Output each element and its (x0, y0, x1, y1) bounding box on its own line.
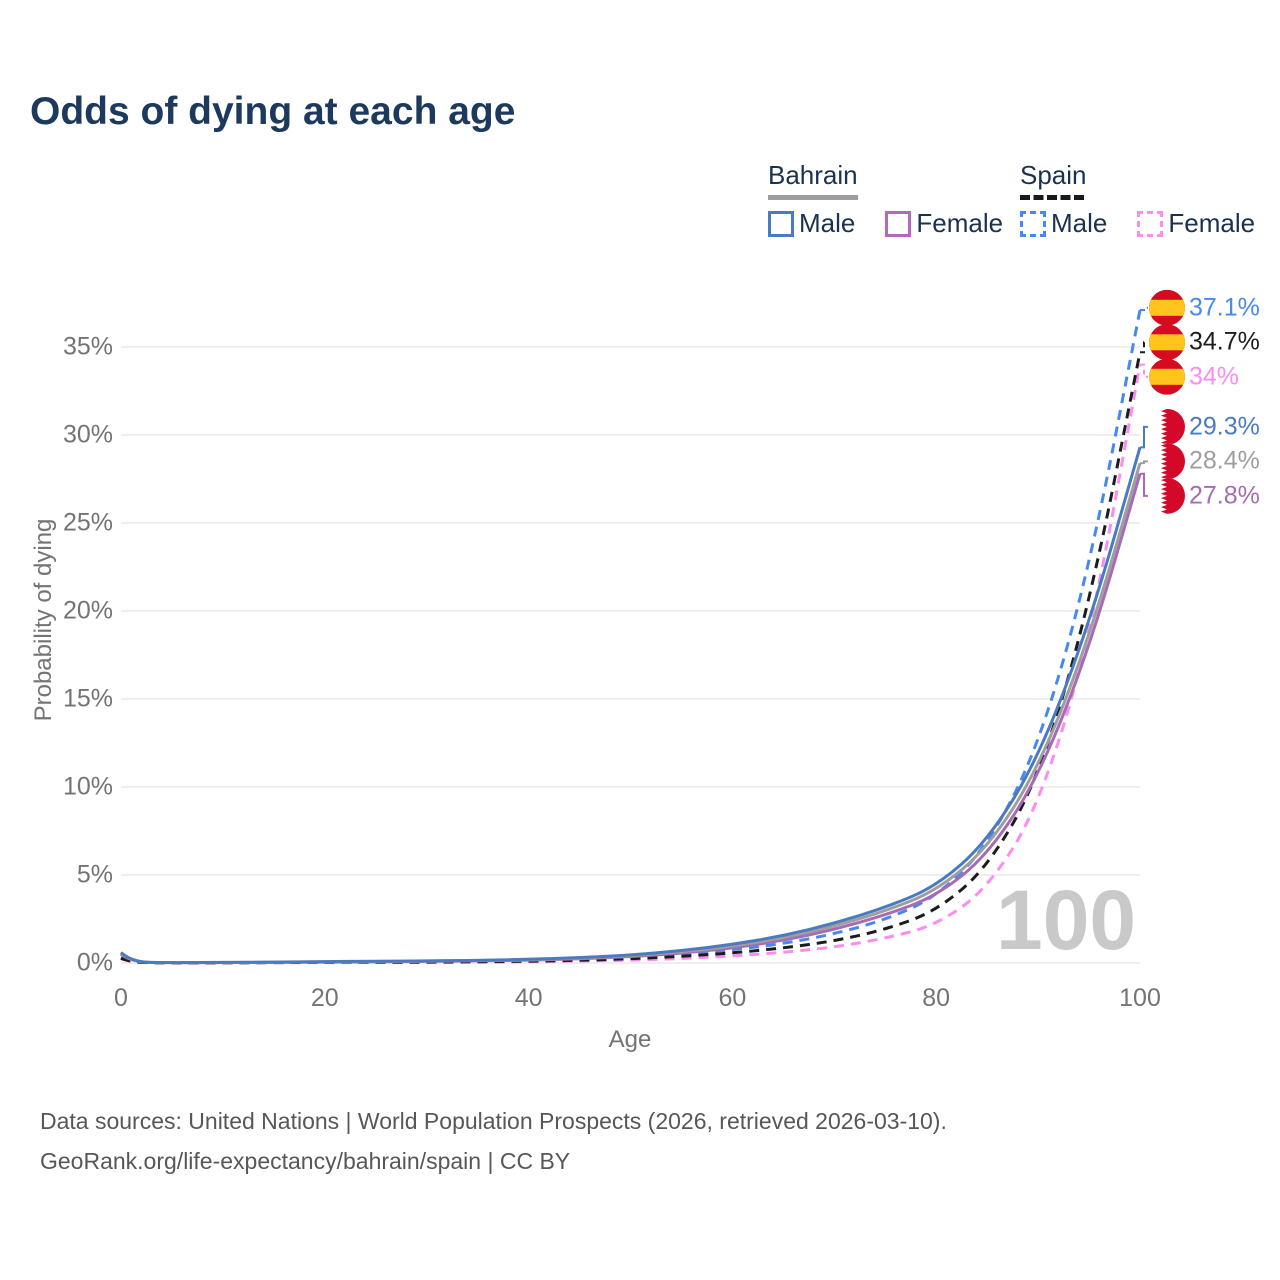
attribution-line: GeoRank.org/life-expectancy/bahrain/spai… (40, 1148, 571, 1174)
legend-country-spain: Spain (1020, 160, 1087, 190)
legend-item-bahrain-female[interactable]: Female (885, 208, 1003, 239)
y-tick-label: 15% (62, 684, 113, 713)
y-tick-label: 10% (62, 772, 113, 801)
legend-underline-spain (1020, 195, 1084, 200)
connector-spain-female (1140, 363, 1148, 378)
series-line-spain-both (120, 351, 1142, 965)
legend-swatch-spain-female (1137, 210, 1164, 237)
end-value-label-bahrain-both: 28.4% (1189, 446, 1260, 475)
legend-group-spain: Spain Male Female (1020, 160, 1277, 239)
legend-underline-bahrain (768, 195, 858, 200)
x-tick-label: 60 (718, 984, 747, 1012)
y-tick-label: 30% (62, 420, 113, 449)
bahrain-flag-icon (1149, 478, 1185, 514)
legend-item-spain-male[interactable]: Male (1020, 208, 1107, 239)
connector-bahrain-both (1140, 460, 1148, 465)
x-axis-title: Age (608, 1026, 652, 1053)
legend-label: Female (916, 208, 1004, 238)
legend-items-spain: Male Female (1020, 208, 1277, 239)
age-counter-watermark: 100 (996, 873, 1137, 967)
legend-label: Female (1168, 208, 1256, 238)
legend-swatch-spain-male (1020, 210, 1046, 237)
x-tick-label: 100 (1119, 984, 1161, 1012)
label-connectors (1140, 306, 1148, 497)
gridlines (121, 346, 1140, 964)
end-value-label-spain-male: 37.1% (1189, 293, 1260, 322)
page-title: Odds of dying at each age (30, 90, 516, 133)
x-tick-label: 20 (310, 984, 339, 1012)
spain-flag-icon (1149, 324, 1185, 360)
spain-flag-icon (1149, 359, 1185, 395)
legend-swatch-bahrain-female (885, 210, 912, 237)
legend-swatch-bahrain-male (768, 210, 794, 237)
spain-flag-icon (1149, 290, 1185, 326)
connector-bahrain-male (1140, 425, 1148, 449)
y-tick-label: 25% (62, 508, 113, 537)
series-line-spain-female (120, 364, 1142, 965)
legend-item-spain-female[interactable]: Female (1137, 208, 1255, 239)
x-tick-label: 40 (514, 984, 543, 1012)
legend-group-bahrain: Bahrain Male Female (768, 160, 1025, 239)
legend-label: Male (1051, 208, 1108, 238)
y-tick-label: 0% (76, 948, 113, 977)
y-tick-label: 5% (76, 860, 113, 889)
series-line-bahrain-both (120, 462, 1142, 965)
bahrain-flag-icon (1149, 443, 1185, 479)
data-sources-line: Data sources: United Nations | World Pop… (40, 1108, 947, 1134)
end-value-label-bahrain-male: 29.3% (1189, 412, 1260, 441)
flag-badges (1149, 290, 1185, 514)
end-value-label-bahrain-female: 27.8% (1189, 481, 1260, 510)
series-line-bahrain-male (119, 446, 1142, 965)
connector-spain-male (1140, 306, 1148, 312)
legend-country-bahrain: Bahrain (768, 160, 858, 190)
series-line-spain-male (120, 309, 1142, 965)
end-value-label-spain-both: 34.7% (1189, 327, 1260, 356)
x-tick-label: 80 (922, 984, 951, 1012)
connector-bahrain-female (1140, 472, 1148, 497)
end-value-label-spain-female: 34% (1189, 362, 1240, 391)
y-tick-label: 20% (62, 596, 113, 625)
bahrain-flag-icon (1149, 409, 1185, 445)
x-tick-label: 0 (114, 984, 128, 1012)
series-line-bahrain-female (120, 473, 1142, 965)
mortality-curves (119, 309, 1142, 965)
y-tick-label: 35% (62, 332, 113, 361)
legend-label: Male (799, 208, 856, 238)
legend-item-bahrain-male[interactable]: Male (768, 208, 855, 239)
connector-spain-both (1140, 341, 1148, 354)
legend-items-bahrain: Male Female (768, 208, 1025, 239)
